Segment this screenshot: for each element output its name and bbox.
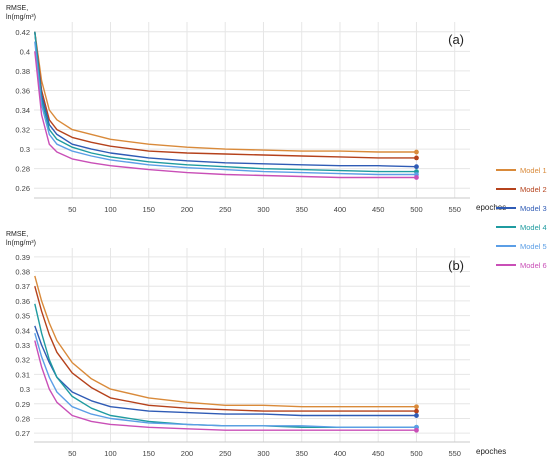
x-tick-label: 300: [257, 205, 270, 214]
x-tick-label: 550: [448, 205, 461, 214]
x-tick-label: 250: [219, 449, 232, 458]
model-legend: Model 1 Model 2 Model 3 Model 4 Model 5 Model…: [496, 166, 547, 270]
x-tick-label: 200: [181, 449, 194, 458]
y-axis-title-line1: RMSE,: [6, 231, 28, 238]
legend-label: Model 3: [520, 204, 547, 213]
y-tick-label: 0.27: [15, 429, 30, 438]
y-tick-label: 0.28: [15, 165, 30, 174]
y-tick-label: 0.28: [15, 414, 30, 423]
series-line-model-1: [34, 275, 417, 408]
x-tick-label: 50: [68, 205, 76, 214]
legend-label: Model 4: [520, 223, 547, 232]
series-line-model-6: [34, 51, 417, 179]
series-line-model-2: [34, 286, 417, 412]
x-tick-label: 300: [257, 449, 270, 458]
y-tick-label: 0.4: [20, 47, 30, 56]
x-tick-label: 100: [104, 449, 117, 458]
y-tick-label: 0.32: [15, 356, 30, 365]
y-tick-label: 0.34: [15, 106, 30, 115]
series-end-point: [414, 175, 419, 180]
legend-label: Model 2: [520, 185, 547, 194]
x-tick-label: 450: [372, 449, 385, 458]
y-tick-label: 0.26: [15, 184, 30, 193]
y-tick-label: 0.38: [15, 67, 30, 76]
x-tick-label: 350: [295, 449, 308, 458]
x-tick-label: 250: [219, 205, 232, 214]
panel-b-rmse-chart: 50 100 150 200 250 300 350 400 450 500 550 0.27 0.28…: [6, 231, 506, 458]
y-tick-label: 0.39: [15, 253, 30, 262]
y-tick-label: 0.33: [15, 341, 30, 350]
series-end-point: [414, 164, 419, 170]
y-tick-label: 0.35: [15, 312, 30, 321]
x-tick-label: 450: [372, 205, 385, 214]
y-tick-label: 0.3: [20, 145, 30, 154]
legend-label: Model 6: [520, 261, 547, 270]
series-end-point: [414, 149, 419, 155]
x-tick-label: 400: [334, 449, 347, 458]
y-axis-title-line2: ln(mg/m³): [6, 14, 36, 21]
panel-a-rmse-chart: 50 100 150 200 250 300 350 400 450 500 550 0.26 0.28…: [6, 5, 506, 214]
series-line-model-2: [34, 31, 417, 159]
y-axis-title-line1: RMSE,: [6, 5, 28, 12]
y-tick-label: 0.37: [15, 282, 30, 291]
series-end-point: [414, 404, 419, 410]
series-line-model-4: [34, 31, 417, 173]
x-tick-label: 400: [334, 205, 347, 214]
y-tick-label: 0.31: [15, 370, 30, 379]
y-tick-label: 0.29: [15, 400, 30, 409]
y-tick-label: 0.38: [15, 268, 30, 277]
x-tick-label: 500: [410, 205, 423, 214]
y-tick-label: 0.36: [15, 86, 30, 95]
x-tick-label: 500: [410, 449, 423, 458]
series-end-point: [414, 413, 419, 418]
y-tick-label: 0.42: [15, 28, 30, 37]
series-end-point: [414, 427, 419, 433]
panel-label: (b): [448, 258, 464, 273]
series-line-model-6: [34, 340, 417, 431]
series-line-model-1: [34, 31, 417, 153]
x-tick-label: 150: [142, 449, 155, 458]
series-end-point: [414, 155, 419, 161]
x-tick-label: 200: [181, 205, 194, 214]
x-axis-title: epoches: [476, 447, 506, 456]
series-end-point: [414, 408, 419, 414]
series-line-model-3: [34, 31, 417, 168]
y-tick-label: 0.3: [20, 385, 30, 394]
x-tick-label: 550: [448, 449, 461, 458]
y-tick-label: 0.32: [15, 126, 30, 135]
y-tick-label: 0.36: [15, 297, 30, 306]
y-tick-label: 0.34: [15, 326, 30, 335]
series-line-model-3: [34, 325, 417, 417]
series-line-model-5: [34, 41, 417, 176]
panel-label: (a): [448, 32, 464, 47]
x-tick-label: 350: [295, 205, 308, 214]
x-tick-label: 100: [104, 205, 117, 214]
y-axis-title-line2: ln(mg/m³): [6, 240, 36, 247]
x-axis-title: epoches: [476, 203, 506, 212]
series-line-model-5: [34, 333, 417, 428]
x-tick-label: 150: [142, 205, 155, 214]
legend-label: Model 5: [520, 242, 547, 251]
x-tick-label: 50: [68, 449, 76, 458]
legend-label: Model 1: [520, 166, 547, 175]
